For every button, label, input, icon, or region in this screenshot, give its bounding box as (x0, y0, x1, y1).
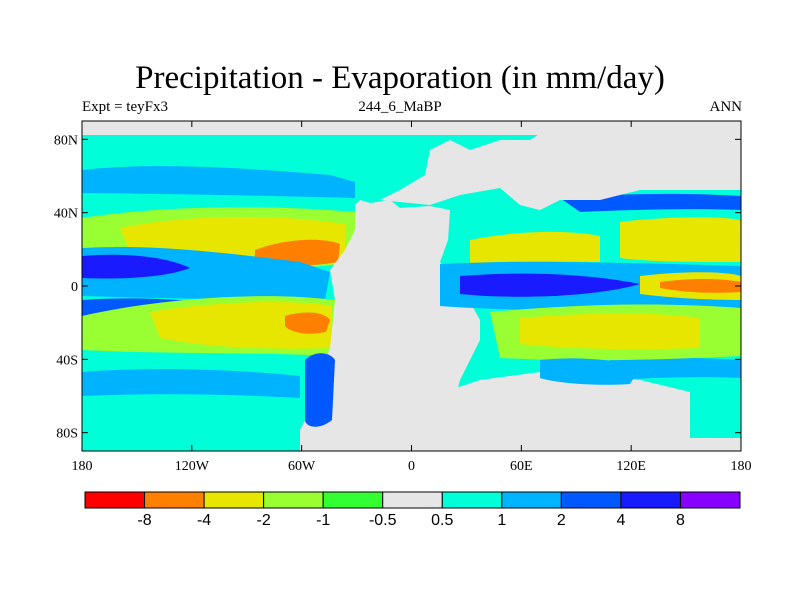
colorbar-swatch (441, 491, 503, 509)
axis-ticks: 80N 40N 0 40S 80S 180 120W 60W 0 60E 120E 180 (54, 121, 752, 474)
experiment-label: Expt = teyFx3 (82, 99, 168, 115)
colorbar-swatch (144, 491, 205, 509)
e-subtropic-yellow-s (520, 313, 700, 350)
s-subtropic-orange (285, 312, 330, 334)
pangaea-west-land (300, 200, 480, 451)
lat-tick-label: 80S (56, 427, 78, 442)
colorbar-swatch (84, 491, 146, 509)
colorbar-swatch (620, 491, 681, 509)
tethys-itcz-dark (460, 273, 640, 297)
pangaea-north-land (380, 121, 741, 210)
n-pacific-band (82, 166, 355, 198)
lon-tick-label: 120W (175, 459, 210, 474)
s-pacific-band (82, 369, 300, 398)
lon-tick-label: 0 (408, 459, 415, 474)
s-subtropic-yellow (150, 302, 332, 349)
colorbar-label: 0.5 (431, 512, 453, 529)
lon-tick-label: 60W (288, 459, 316, 474)
colorbar-label: -2 (257, 512, 271, 529)
lat-tick-label: 40N (54, 207, 78, 222)
lon-tick-label: 180 (72, 459, 93, 474)
e-subtropic-yellow-n (620, 217, 741, 262)
lat-tick-label: 0 (71, 280, 78, 295)
lon-tick-label: 60E (510, 459, 533, 474)
lat-tick-label: 80N (54, 133, 78, 148)
colorbar-label: 4 (616, 512, 625, 529)
chart-title: Precipitation - Evaporation (in mm/day) (135, 60, 665, 96)
lat-tick-label: 40S (56, 353, 78, 368)
colorbar-label: -8 (137, 512, 151, 529)
lon-tick-label: 180 (731, 459, 752, 474)
e-itcz-orange (660, 279, 741, 293)
colorbar-swatch (203, 491, 265, 509)
colorbar-label: 2 (557, 512, 566, 529)
colorbar-label: -4 (197, 512, 211, 529)
colorbar-swatch (560, 491, 622, 509)
colorbar-label: -0.5 (369, 512, 397, 529)
colorbar: -8 -4 -2 -1 -0.5 0.5 1 2 4 8 (84, 491, 741, 529)
colorbar-swatch (501, 491, 562, 509)
colorbar-swatch (322, 491, 384, 509)
lon-tick-label: 120E (616, 459, 646, 474)
period-label: 244_6_MaBP (358, 99, 442, 115)
season-label: ANN (709, 99, 743, 115)
s-ocean-blue-1 (305, 353, 335, 427)
antarctic-land (300, 372, 741, 451)
colorbar-swatch (382, 491, 443, 509)
colorbar-label: 8 (676, 512, 685, 529)
colorbar-label: 1 (497, 512, 506, 529)
colorbar-swatch (263, 491, 324, 509)
s-ocean-blue-2 (540, 358, 640, 385)
colorbar-swatch (679, 491, 741, 509)
colorbar-label: -1 (316, 512, 330, 529)
tethys-north-yellow (470, 231, 600, 264)
s-tethys-band (610, 357, 741, 380)
w-itcz-dark (82, 254, 190, 279)
